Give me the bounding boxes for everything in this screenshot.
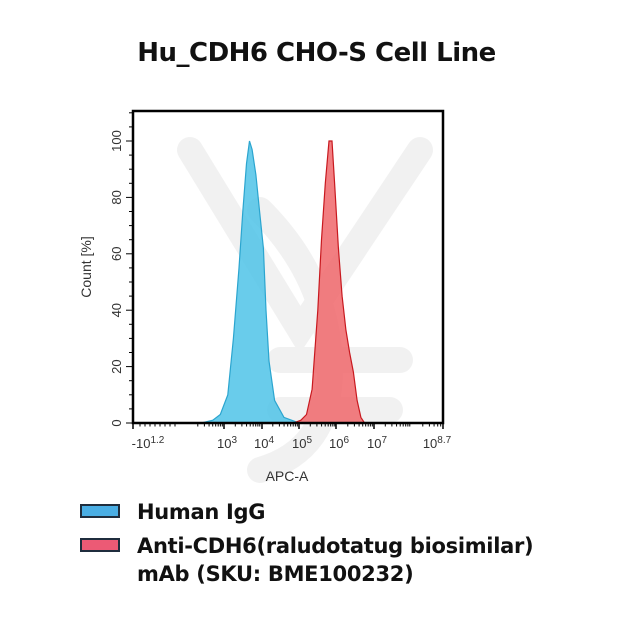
y-tick-label: 100 [109,130,124,152]
y-tick-label: 0 [109,419,124,426]
legend-label: Human IgG [137,500,266,524]
x-tick-label: 107 [367,435,387,451]
legend-swatch-blue [80,504,120,518]
histogram-anti-cdh6 [293,140,366,424]
plot-area: 0 20 40 60 80 100 -101.2 103 104 105 106 107 108.7 [109,109,452,451]
y-tick-label: 40 [109,303,124,317]
y-tick-label: 80 [109,190,124,204]
x-tick-label: 103 [217,435,237,451]
x-tick-label: 104 [254,435,274,451]
x-tick-label: -101.2 [132,435,165,451]
y-axis-title: Count [%] [78,236,94,297]
x-tick-label: 105 [292,435,312,451]
chart-title: Hu_CDH6 CHO-S Cell Line [137,38,496,68]
x-tick-label: 106 [329,435,349,451]
x-tick-label: 108.7 [423,435,452,451]
legend-label: Anti-CDH6(raludotatug biosimilar) mAb (S… [137,534,534,586]
legend: Human IgG Anti-CDH6(raludotatug biosimil… [80,498,587,594]
histogram-human-igg [201,140,300,424]
y-tick-label: 20 [109,359,124,373]
y-tick-label: 60 [109,247,124,261]
legend-item-human-igg: Human IgG [80,498,587,526]
legend-swatch-red [80,538,120,552]
x-axis-title: APC-A [266,468,309,484]
legend-item-anti-cdh6: Anti-CDH6(raludotatug biosimilar) mAb (S… [80,532,587,588]
